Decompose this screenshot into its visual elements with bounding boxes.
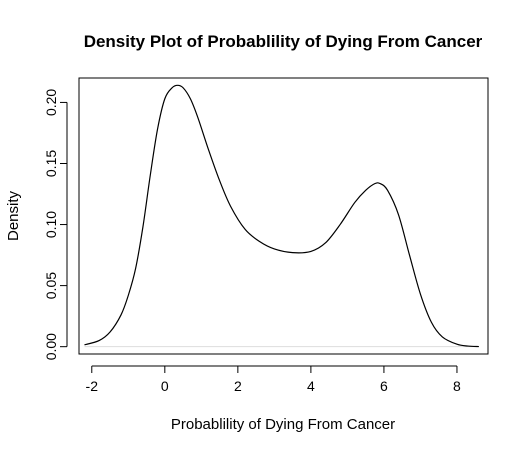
chart-title: Density Plot of Probablility of Dying Fr… — [84, 32, 483, 51]
plot-area — [84, 84, 479, 348]
x-tick-label: 8 — [453, 378, 461, 394]
x-tick-label: 2 — [234, 378, 242, 394]
y-axis: 0.00 0.05 0.10 0.15 0.20 — [43, 89, 68, 360]
density-curve — [84, 84, 479, 348]
y-tick-label: 0.15 — [43, 150, 59, 177]
y-tick-label: 0.20 — [43, 89, 59, 116]
x-axis-label: Probablility of Dying From Cancer — [171, 416, 395, 433]
x-tick-label: 6 — [380, 378, 388, 394]
y-tick-label: 0.10 — [43, 211, 59, 238]
plot-frame — [78, 77, 489, 355]
x-tick-label: 4 — [307, 378, 315, 394]
x-tick-label: 0 — [161, 378, 169, 394]
y-axis-label: Density — [5, 190, 22, 241]
x-tick-label: -2 — [86, 378, 99, 394]
x-axis: -2 0 2 4 6 8 — [86, 365, 461, 394]
y-tick-label: 0.00 — [43, 333, 59, 360]
y-tick-label: 0.05 — [43, 272, 59, 299]
